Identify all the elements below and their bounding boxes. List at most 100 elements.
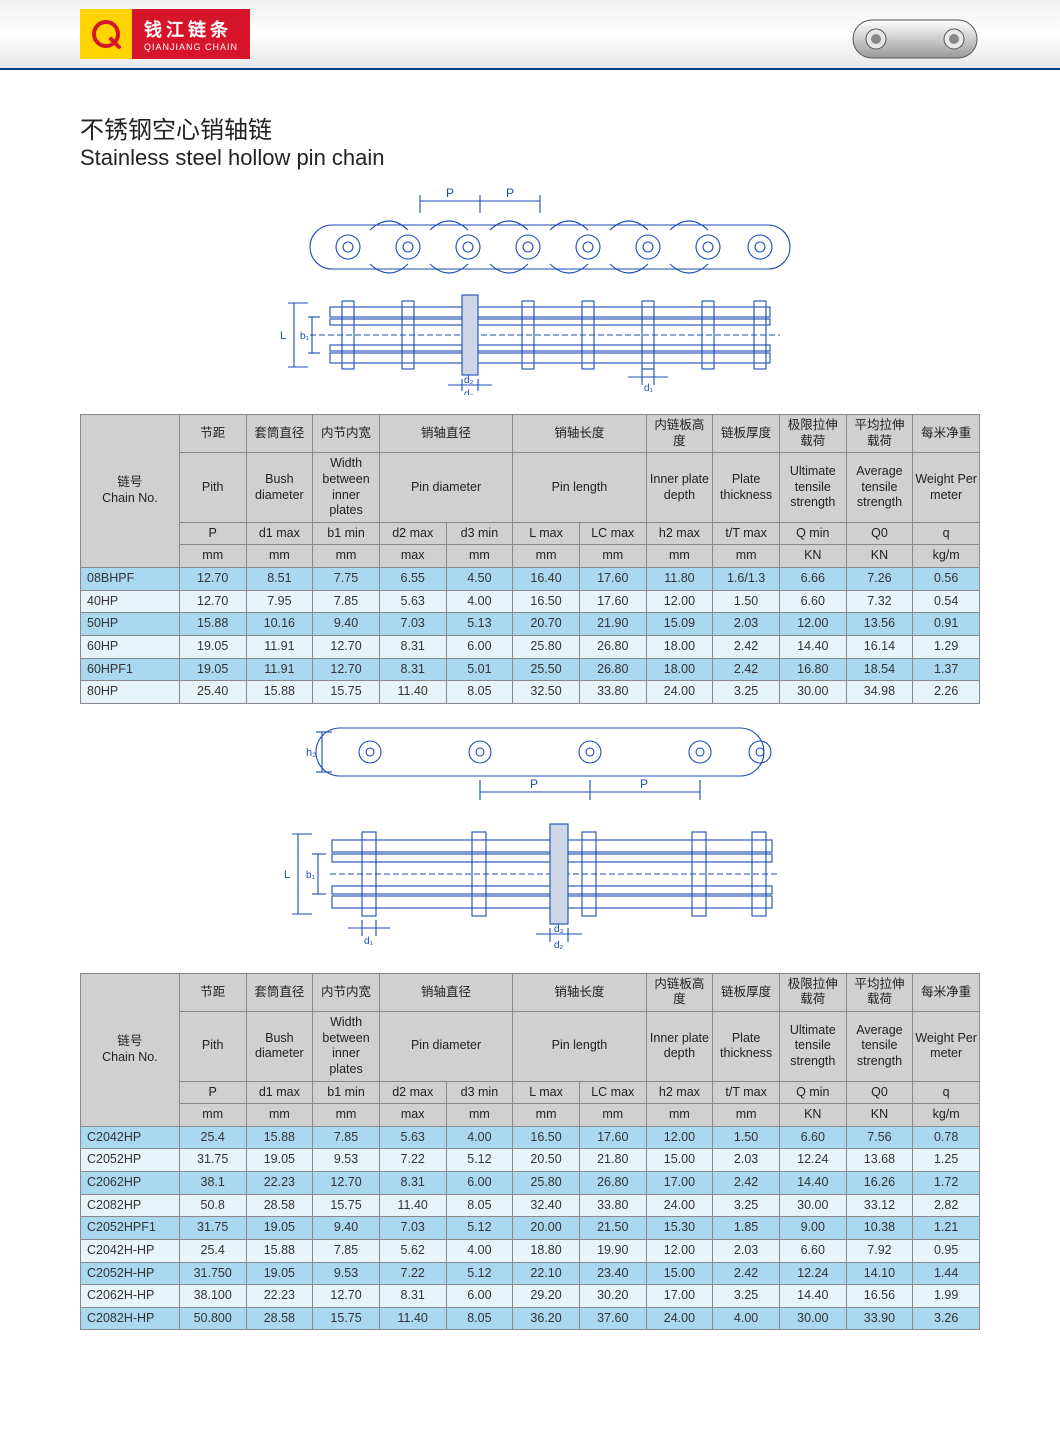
table1-head: 链号Chain No. 节距 套筒直径 内节内宽 销轴直径 销轴长度 内链板高度… [81, 415, 980, 568]
cell: 3.25 [713, 681, 780, 704]
chain-diagram-2-svg: h₂ P P L [220, 714, 840, 954]
cell: 16.50 [513, 590, 580, 613]
cell: 5.63 [379, 590, 446, 613]
cell: 22.10 [513, 1262, 580, 1285]
table-row: C2042HP25.415.887.855.634.0016.5017.6012… [81, 1126, 980, 1149]
table-row: C2052HP31.7519.059.537.225.1220.5021.801… [81, 1149, 980, 1172]
cell: 80HP [81, 681, 180, 704]
cell: 12.00 [646, 590, 713, 613]
chain-diagram-1-svg: P P [220, 185, 840, 395]
table-row: C2042H-HP25.415.887.855.624.0018.8019.90… [81, 1239, 980, 1262]
cell: 15.00 [646, 1262, 713, 1285]
svg-text:P: P [446, 186, 454, 200]
cell: 5.13 [446, 613, 513, 636]
table2-body: C2042HP25.415.887.855.634.0016.5017.6012… [81, 1126, 980, 1330]
page-title-en: Stainless steel hollow pin chain [80, 145, 980, 171]
cell: 12.24 [779, 1262, 846, 1285]
cell: 15.30 [646, 1217, 713, 1240]
cell: 14.10 [846, 1262, 913, 1285]
hdr-platet-cn: 链板厚度 [713, 415, 780, 453]
cell: 1.6/1.3 [713, 568, 780, 591]
cell: 7.03 [379, 613, 446, 636]
cell: 2.42 [713, 658, 780, 681]
chain-diagram-1: P P [80, 185, 980, 398]
cell: 4.00 [446, 1239, 513, 1262]
table2-head: 链号Chain No. 节距 套筒直径 内节内宽 销轴直径 销轴长度 内链板高度… [81, 973, 980, 1126]
cell: 11.40 [379, 1194, 446, 1217]
cell: 12.00 [646, 1126, 713, 1149]
cell: 25.40 [179, 681, 246, 704]
cell: 8.05 [446, 1194, 513, 1217]
cell: 11.91 [246, 658, 313, 681]
cell: 33.90 [846, 1307, 913, 1330]
cell: 19.05 [179, 658, 246, 681]
cell: 5.12 [446, 1149, 513, 1172]
table-row: C2082HP50.828.5815.7511.408.0532.4033.80… [81, 1194, 980, 1217]
cell: 4.00 [446, 590, 513, 613]
cell: 32.50 [513, 681, 580, 704]
cell: 7.85 [313, 1239, 380, 1262]
cell: 9.00 [779, 1217, 846, 1240]
cell: 2.03 [713, 1149, 780, 1172]
cell: 1.72 [913, 1172, 980, 1195]
cell: 6.55 [379, 568, 446, 591]
cell: 22.23 [246, 1285, 313, 1308]
hdr-pind-cn: 销轴直径 [379, 415, 512, 453]
hdr-width-cn: 内节内宽 [313, 415, 380, 453]
cell: 14.40 [779, 635, 846, 658]
svg-text:L: L [284, 869, 290, 881]
cell: 21.90 [579, 613, 646, 636]
cell: 18.00 [646, 635, 713, 658]
svg-text:P: P [506, 186, 514, 200]
cell: 5.62 [379, 1239, 446, 1262]
hdr-pitch-cn: 节距 [179, 415, 246, 453]
cell: C2082H-HP [81, 1307, 180, 1330]
cell: 15.88 [246, 1126, 313, 1149]
cell: 6.60 [779, 590, 846, 613]
cell: 26.80 [579, 635, 646, 658]
table-row: 60HPF119.0511.9112.708.315.0125.5026.801… [81, 658, 980, 681]
cell: 10.16 [246, 613, 313, 636]
cell: 30.00 [779, 1194, 846, 1217]
cell: 3.26 [913, 1307, 980, 1330]
hdr-ult-cn: 极限拉伸载荷 [779, 415, 846, 453]
cell: 26.80 [579, 658, 646, 681]
svg-text:b₁: b₁ [306, 870, 316, 881]
cell: 60HPF1 [81, 658, 180, 681]
svg-text:b₁: b₁ [300, 331, 310, 342]
table-row: 40HP12.707.957.855.634.0016.5017.6012.00… [81, 590, 980, 613]
cell: 12.70 [179, 568, 246, 591]
cell: 32.40 [513, 1194, 580, 1217]
cell: 0.56 [913, 568, 980, 591]
cell: 8.31 [379, 1285, 446, 1308]
cell: 7.03 [379, 1217, 446, 1240]
cell: 6.00 [446, 635, 513, 658]
cell: 1.44 [913, 1262, 980, 1285]
cell: 15.75 [313, 1307, 380, 1330]
cell: 38.100 [179, 1285, 246, 1308]
cell: 7.85 [313, 1126, 380, 1149]
table-row: C2062HP38.122.2312.708.316.0025.8026.801… [81, 1172, 980, 1195]
brand-logo-text: 钱江链条 QIANJIANG CHAIN [132, 9, 250, 59]
cell: 08BHPF [81, 568, 180, 591]
cell: 31.750 [179, 1262, 246, 1285]
table-row: C2082H-HP50.80028.5815.7511.408.0536.203… [81, 1307, 980, 1330]
cell: 5.12 [446, 1262, 513, 1285]
cell: 20.70 [513, 613, 580, 636]
cell: 13.56 [846, 613, 913, 636]
cell: 19.05 [179, 635, 246, 658]
cell: 9.53 [313, 1149, 380, 1172]
cell: 2.03 [713, 1239, 780, 1262]
cell: 2.42 [713, 635, 780, 658]
cell: 37.60 [579, 1307, 646, 1330]
cell: 1.21 [913, 1217, 980, 1240]
hdr-wt-cn: 每米净重 [913, 415, 980, 453]
cell: 7.22 [379, 1149, 446, 1172]
cell: 7.56 [846, 1126, 913, 1149]
cell: 11.91 [246, 635, 313, 658]
cell: 0.95 [913, 1239, 980, 1262]
cell: 15.75 [313, 681, 380, 704]
cell: 18.00 [646, 658, 713, 681]
table-row: 08BHPF12.708.517.756.554.5016.4017.6011.… [81, 568, 980, 591]
cell: 20.00 [513, 1217, 580, 1240]
